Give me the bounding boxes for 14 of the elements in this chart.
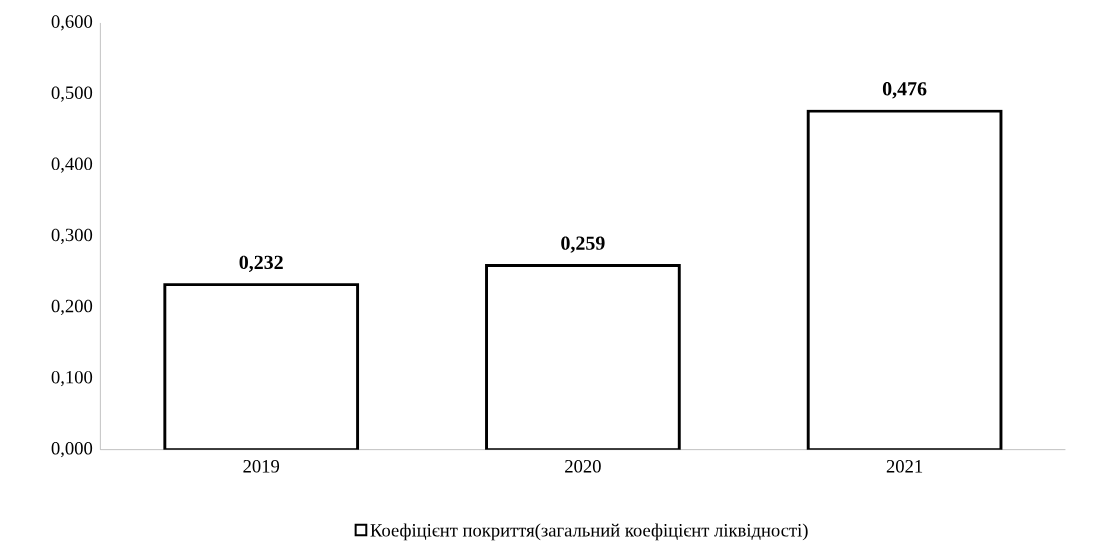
y-tick-label: 0,600 (51, 15, 93, 31)
y-tick-label: 0,200 (51, 299, 93, 315)
y-tick-label: 0,400 (51, 157, 93, 173)
y-tick-label: 0,000 (51, 441, 93, 458)
x-tick-label: 2019 (243, 459, 280, 473)
data-label: 0,259 (561, 236, 605, 253)
data-label: 0,476 (882, 81, 927, 99)
y-tick-label: 0,100 (51, 370, 93, 386)
y-tick-label: 0,300 (51, 228, 93, 244)
data-label: 0,232 (239, 255, 283, 272)
y-tick-label: 0,500 (51, 86, 93, 102)
text: Коефіцієнт покриття(загальний коефіцієнт ліквідності) (370, 523, 808, 541)
x-tick-label: 2020 (565, 459, 601, 473)
x-tick-label: 2021 (886, 459, 923, 473)
